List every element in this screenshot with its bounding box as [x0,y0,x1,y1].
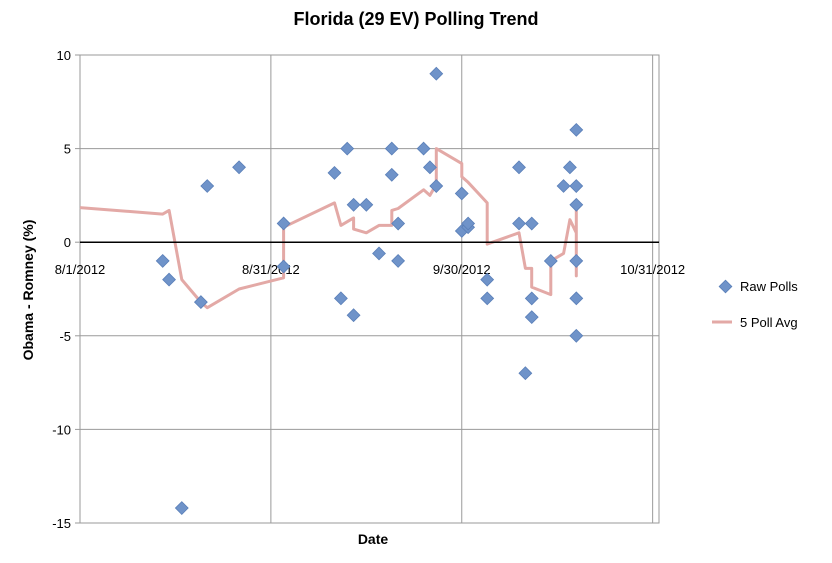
y-tick-label: 0 [64,235,71,250]
raw-poll-point [512,216,526,231]
raw-poll-point [480,272,495,287]
raw-poll-point [346,197,361,212]
raw-poll-point [454,186,469,201]
series-5-poll-avg [79,147,578,310]
x-tick-label: 8/31/2012 [242,262,300,277]
raw-poll-point [372,246,386,261]
raw-poll-point [232,160,246,175]
raw-poll-point [359,197,374,212]
gridlines [75,54,659,524]
raw-poll-point [162,272,176,287]
raw-poll-point [384,167,399,182]
x-tick-label: 10/31/2012 [620,262,685,277]
raw-poll-point [327,165,342,180]
raw-poll-point [543,254,558,268]
raw-poll-point [276,259,291,274]
y-axis-label: Obama - Romney (%) [20,220,36,361]
raw-poll-point [524,310,539,325]
raw-poll-point [416,141,431,156]
raw-poll-point [384,141,399,156]
chart-title: Florida (29 EV) Polling Trend [293,9,538,29]
raw-poll-point [340,141,355,156]
raw-poll-point [461,216,476,231]
x-tick-label: 9/30/2012 [433,262,491,277]
x-axis-label: Date [358,531,389,547]
x-tick-labels: 8/1/2012 8/31/2012 9/30/2012 10/31/2012 [55,262,685,277]
series-raw-polls [155,66,584,515]
raw-poll-point [193,295,208,310]
raw-poll-point [155,253,170,268]
legend: Raw Polls 5 Poll Avg [712,279,798,330]
raw-poll-point [524,216,539,231]
raw-poll-point [429,66,444,81]
raw-poll-point [346,308,361,323]
legend-raw-polls-label: Raw Polls [740,279,798,294]
raw-poll-point [556,179,571,193]
raw-poll-point [569,291,584,306]
y-tick-label: -10 [52,422,71,437]
y-tick-label: 10 [57,48,71,63]
raw-poll-point [562,160,577,175]
raw-poll-point [518,366,533,381]
raw-poll-point [512,160,526,175]
raw-poll-point [480,291,495,306]
raw-poll-point [569,122,584,137]
y-tick-labels: 10 5 0 -5 -10 -15 [52,48,71,531]
y-tick-label: -15 [52,516,71,531]
raw-poll-point [569,328,584,343]
y-tick-label: 5 [64,142,71,157]
legend-5-poll-avg-label: 5 Poll Avg [740,315,798,330]
raw-poll-point [276,216,291,231]
raw-poll-point [174,501,189,515]
raw-poll-point [422,160,437,175]
x-tick-label: 8/1/2012 [55,262,106,277]
plot-area [79,54,660,524]
raw-poll-point [200,179,215,193]
raw-poll-point [391,216,406,231]
raw-poll-point [391,254,406,268]
raw-poll-point [333,291,348,306]
raw-poll-point [569,179,584,193]
raw-poll-point [569,197,584,212]
y-tick-label: -5 [59,329,71,344]
raw-poll-point [569,253,584,268]
legend-raw-polls-marker [718,279,733,294]
raw-poll-point [429,179,444,193]
avg-line [79,147,578,310]
raw-poll-point [524,291,539,306]
